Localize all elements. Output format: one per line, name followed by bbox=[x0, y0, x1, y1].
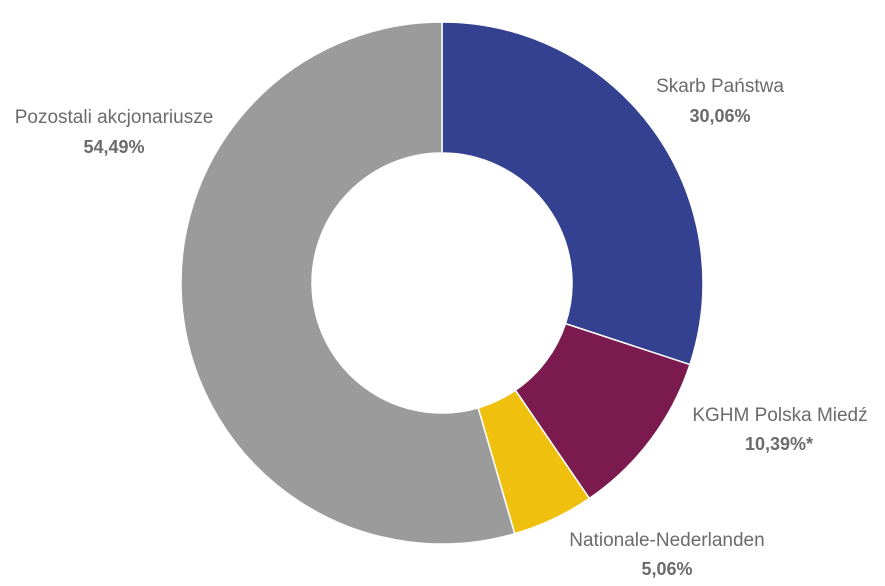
slice-pozostali bbox=[180, 21, 516, 545]
slice-label-kghm: KGHM Polska Miedź 10,39%* bbox=[692, 405, 867, 454]
slice-name-nationale-nederlanden: Nationale-Nederlanden bbox=[569, 530, 764, 551]
slice-skarb-panstwa bbox=[441, 21, 704, 366]
slice-label-pozostali: Pozostali akcjonariusze 54,49% bbox=[15, 107, 214, 157]
slice-name-kghm: KGHM Polska Miedź bbox=[692, 405, 867, 426]
slice-label-skarb-panstwa: Skarb Państwa 30,06% bbox=[656, 76, 784, 126]
slice-value-skarb-panstwa: 30,06% bbox=[689, 106, 750, 126]
slice-label-nationale-nederlanden: Nationale-Nederlanden 5,06% bbox=[569, 530, 764, 579]
slice-value-nationale-nederlanden: 5,06% bbox=[641, 559, 692, 579]
slice-name-skarb-panstwa: Skarb Państwa bbox=[656, 76, 784, 97]
slice-value-pozostali: 54,49% bbox=[83, 137, 144, 157]
slice-name-pozostali: Pozostali akcjonariusze bbox=[15, 107, 214, 128]
donut-slices bbox=[180, 21, 704, 545]
slice-value-kghm: 10,39%* bbox=[745, 434, 813, 454]
